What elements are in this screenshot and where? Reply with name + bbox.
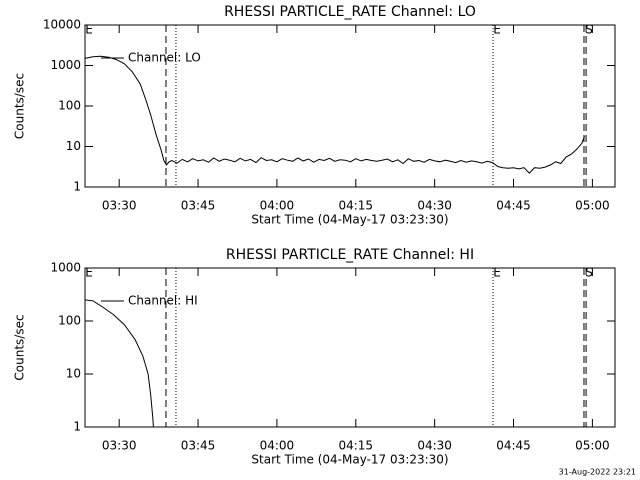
- x-axis-label: Start Time (04-May-17 03:23:30): [251, 213, 448, 227]
- x-tick-label: 03:45: [181, 199, 216, 213]
- x-axis-label: Start Time (04-May-17 03:23:30): [251, 453, 448, 467]
- annotation: E: [493, 23, 501, 37]
- x-tick-label: 04:30: [417, 439, 452, 453]
- y-axis-label: Counts/sec: [13, 73, 27, 139]
- annotation: S: [585, 266, 593, 280]
- y-tick-label: 10000: [43, 18, 81, 32]
- footer: 31-Aug-2022 23:21: [559, 468, 636, 477]
- data-line: [84, 299, 154, 428]
- y-axis-label: Counts/sec: [13, 314, 27, 380]
- y-tick-label: 1: [73, 420, 81, 434]
- x-tick-label: 04:00: [260, 439, 295, 453]
- x-tick-label: 04:30: [417, 199, 452, 213]
- chart-title: RHESSI PARTICLE_RATE Channel: HI: [226, 247, 474, 263]
- x-tick-label: 03:45: [181, 439, 216, 453]
- x-tick-label: 04:45: [496, 439, 531, 453]
- x-tick-label: 05:00: [575, 199, 610, 213]
- annotation: E: [493, 266, 501, 280]
- x-tick-label: 04:15: [338, 439, 373, 453]
- plot-frame: [84, 267, 616, 428]
- legend-label: Channel: LO: [128, 51, 201, 65]
- x-tick-label: 04:00: [260, 199, 295, 213]
- x-tick-label: 04:45: [496, 199, 531, 213]
- y-tick-label: 1000: [50, 58, 81, 72]
- y-tick-label: 1000: [50, 261, 81, 275]
- y-tick-label: 100: [58, 314, 81, 328]
- data-line: [84, 55, 585, 174]
- annotation: S: [585, 23, 593, 37]
- y-tick-label: 10: [66, 367, 81, 381]
- y-tick-label: 10: [66, 139, 81, 153]
- annotation: E: [85, 23, 93, 37]
- y-tick-label: 100: [58, 99, 81, 113]
- legend-label: Channel: HI: [128, 294, 198, 308]
- x-tick-label: 03:30: [102, 199, 137, 213]
- annotation: E: [85, 266, 93, 280]
- x-tick-label: 04:15: [338, 199, 373, 213]
- x-tick-label: 05:00: [575, 439, 610, 453]
- y-tick-label: 1: [73, 180, 81, 194]
- x-tick-label: 03:30: [102, 439, 137, 453]
- plot-frame: [84, 24, 616, 188]
- chart-title: RHESSI PARTICLE_RATE Channel: LO: [224, 4, 476, 20]
